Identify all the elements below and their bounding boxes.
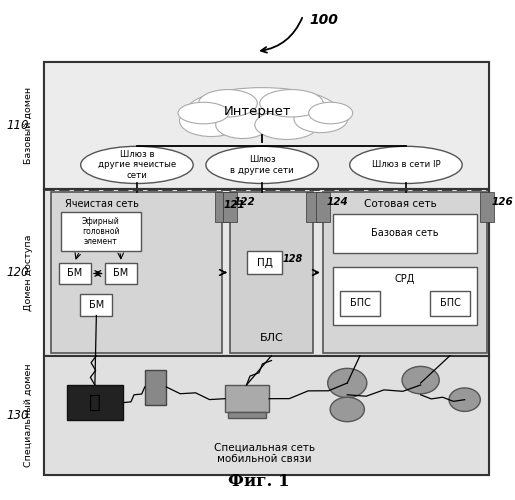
- Ellipse shape: [178, 102, 229, 124]
- Text: 128: 128: [283, 254, 303, 264]
- Bar: [105, 262, 137, 284]
- Text: СРД: СРД: [395, 274, 415, 284]
- Bar: [44, 356, 489, 475]
- Bar: [51, 192, 222, 352]
- Text: Базовая сеть: Базовая сеть: [371, 228, 439, 238]
- Text: 120: 120: [6, 266, 29, 279]
- Text: Шлюз в
другие ячеистые
сети: Шлюз в другие ячеистые сети: [98, 150, 176, 180]
- Text: БМ: БМ: [89, 300, 104, 310]
- Bar: [61, 212, 141, 251]
- Text: Сотовая сеть: Сотовая сеть: [364, 199, 436, 209]
- Bar: [44, 62, 489, 475]
- Ellipse shape: [186, 88, 338, 134]
- Bar: [316, 192, 330, 222]
- Text: БПС: БПС: [350, 298, 370, 308]
- Bar: [59, 262, 91, 284]
- Text: Домен доступа: Домен доступа: [24, 234, 33, 310]
- Bar: [80, 294, 112, 316]
- Text: 110: 110: [6, 120, 29, 132]
- Bar: [223, 192, 237, 222]
- Text: 121: 121: [224, 200, 246, 210]
- Ellipse shape: [402, 366, 439, 394]
- Text: Фиг. 1: Фиг. 1: [229, 472, 290, 490]
- Text: Специальная сеть
мобильной связи: Специальная сеть мобильной связи: [214, 442, 315, 464]
- Bar: [480, 192, 494, 222]
- Text: 🚗: 🚗: [89, 393, 101, 412]
- Bar: [44, 62, 489, 190]
- Bar: [230, 192, 313, 352]
- Bar: [431, 291, 470, 316]
- Bar: [323, 192, 487, 352]
- Bar: [225, 385, 269, 412]
- Ellipse shape: [328, 368, 367, 398]
- Text: Базовый домен: Базовый домен: [24, 87, 33, 164]
- Text: Интернет: Интернет: [224, 104, 291, 118]
- Ellipse shape: [294, 105, 348, 132]
- Text: БМ: БМ: [113, 268, 128, 278]
- Text: 124: 124: [327, 197, 349, 207]
- Text: Эфирный
головной
элемент: Эфирный головной элемент: [82, 216, 119, 246]
- Ellipse shape: [330, 397, 365, 421]
- Text: Специальный домен: Специальный домен: [24, 364, 33, 467]
- Ellipse shape: [206, 146, 318, 184]
- Text: 122: 122: [234, 197, 255, 207]
- Bar: [66, 385, 123, 420]
- Ellipse shape: [350, 146, 462, 184]
- Text: Шлюз
в другие сети: Шлюз в другие сети: [230, 155, 294, 174]
- Ellipse shape: [260, 90, 323, 117]
- Bar: [248, 251, 282, 274]
- Text: 126: 126: [492, 197, 514, 207]
- Bar: [306, 192, 320, 222]
- Bar: [228, 412, 266, 418]
- Bar: [333, 266, 477, 326]
- Bar: [215, 192, 229, 222]
- Ellipse shape: [180, 105, 243, 136]
- Bar: [340, 291, 380, 316]
- Ellipse shape: [216, 111, 269, 138]
- Ellipse shape: [81, 146, 193, 184]
- Bar: [333, 214, 477, 253]
- Ellipse shape: [199, 90, 258, 117]
- Text: БМ: БМ: [67, 268, 82, 278]
- Text: БПС: БПС: [439, 298, 460, 308]
- Bar: [44, 190, 489, 356]
- Ellipse shape: [308, 102, 353, 124]
- Text: БЛС: БЛС: [260, 333, 283, 343]
- Text: ПД: ПД: [256, 258, 272, 268]
- Bar: [145, 370, 166, 404]
- Text: Шлюз в сети IP: Шлюз в сети IP: [372, 160, 440, 170]
- Text: 130: 130: [6, 409, 29, 422]
- Text: Ячеистая сеть: Ячеистая сеть: [65, 199, 139, 209]
- Ellipse shape: [255, 110, 318, 140]
- Ellipse shape: [449, 388, 480, 411]
- Text: 100: 100: [309, 14, 338, 28]
